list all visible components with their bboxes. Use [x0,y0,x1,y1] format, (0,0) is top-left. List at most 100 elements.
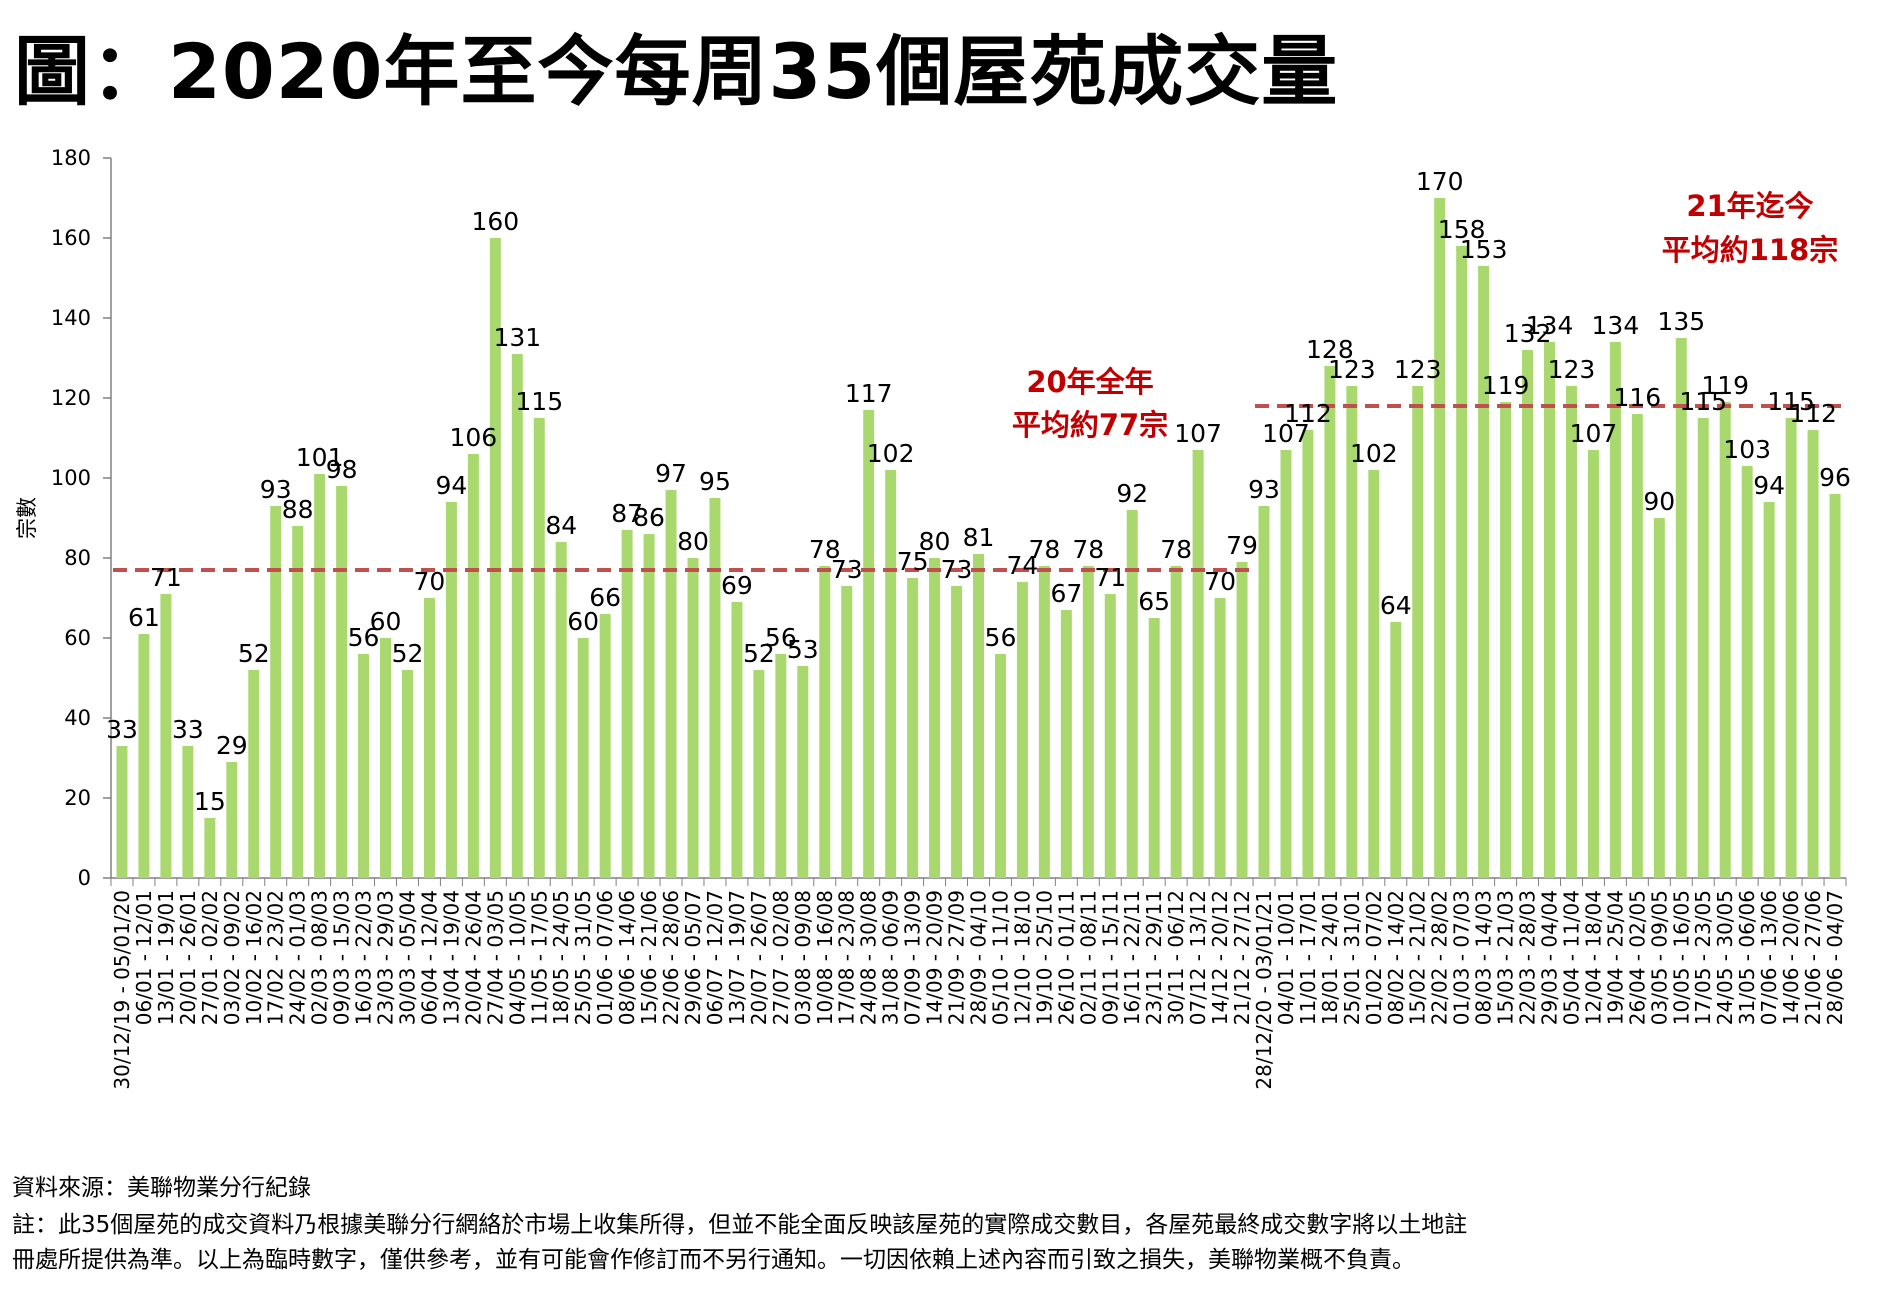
x-tick-label: 02/11 - 08/11 [1076,890,1100,1025]
data-label: 52 [238,639,270,668]
data-label: 101 [296,443,344,472]
x-tick-label: 19/04 - 25/04 [1603,890,1627,1025]
data-label: 66 [589,583,621,612]
data-label: 128 [1306,335,1354,364]
bar [863,410,875,878]
x-tick-label: 07/06 - 13/06 [1757,890,1781,1025]
y-tick-label: 20 [64,786,91,810]
disclaimer-line-2: 冊處所提供為準。以上為臨時數字，僅供參考，並有可能會作修訂而不另行通知。一切因依… [12,1247,1415,1273]
data-label: 78 [809,535,841,564]
bar [709,498,721,878]
data-label: 123 [1328,355,1376,384]
bar [1544,342,1556,878]
x-tick-label: 31/08 - 06/09 [879,890,903,1025]
bar [731,602,743,878]
x-tick-label: 27/01 - 02/02 [198,890,222,1025]
data-label: 119 [1482,371,1530,400]
bar [1785,418,1797,878]
bar [1170,566,1182,878]
data-label: 117 [845,379,893,408]
y-tick-label: 0 [78,866,91,890]
bar [973,554,984,878]
bar [555,542,567,878]
data-label: 56 [765,623,797,652]
x-tick-label: 05/10 - 11/10 [988,890,1012,1025]
x-tick-label: 04/01 - 10/01 [1274,890,1298,1025]
x-tick-label: 30/12/19 - 05/01/20 [110,890,134,1090]
bar [1434,198,1446,878]
x-tick-label: 25/01 - 31/01 [1340,890,1364,1025]
x-tick-label: 28/12/20 - 03/01/21 [1252,890,1276,1090]
x-tick-label: 29/03 - 04/04 [1538,890,1562,1025]
x-tick-label: 10/08 - 16/08 [813,890,837,1025]
data-label: 103 [1723,435,1771,464]
bar [1390,622,1402,878]
data-label: 15 [194,787,226,816]
x-tick-label: 24/02 - 01/03 [286,890,310,1025]
x-tick-label: 11/05 - 17/05 [527,890,551,1025]
bar [1236,562,1248,878]
average-label-line1: 20年全年 [1026,365,1153,399]
bar [1807,430,1819,878]
data-label: 60 [567,607,599,636]
bar [204,818,216,878]
bar [1346,386,1358,878]
bar [1741,466,1753,878]
x-tick-label: 28/06 - 04/07 [1823,890,1847,1025]
bar [160,594,172,878]
data-label: 94 [436,471,468,500]
data-label: 102 [867,439,915,468]
data-label: 29 [216,731,248,760]
bar [929,558,941,878]
bar [885,470,897,878]
y-tick-label: 40 [64,706,91,730]
x-tick-label: 14/12 - 20/12 [1208,890,1232,1025]
x-tick-label: 21/12 - 27/12 [1230,890,1254,1025]
x-tick-label: 01/06 - 07/06 [593,890,617,1025]
data-label: 102 [1350,439,1398,468]
bar [819,566,831,878]
bar-series [116,198,1841,878]
bar [1719,402,1731,878]
bar [1016,582,1028,878]
data-label: 112 [1284,399,1332,428]
x-tick-label: 24/05 - 30/05 [1713,890,1737,1025]
bar [423,598,435,878]
data-label: 78 [1028,535,1060,564]
bar [1565,386,1577,878]
data-label: 115 [1767,387,1815,416]
source-note: 資料來源：美聯物業分行紀錄 [12,1175,311,1201]
bar [599,614,611,878]
x-tick-label: 26/04 - 02/05 [1625,890,1649,1025]
x-tick-label: 23/03 - 29/03 [374,890,398,1025]
data-label: 78 [1072,535,1104,564]
data-label: 52 [392,639,424,668]
x-tick-label: 06/07 - 12/07 [703,890,727,1025]
data-label: 73 [831,555,863,584]
bar [1587,450,1599,878]
data-label: 158 [1438,215,1486,244]
bar [1038,566,1050,878]
y-tick-label: 180 [51,146,91,170]
data-label: 112 [1789,399,1837,428]
data-label: 70 [414,567,446,596]
x-tick-label: 22/03 - 28/03 [1516,890,1540,1025]
data-label: 33 [172,715,204,744]
data-label: 115 [1679,387,1727,416]
bar [1763,502,1775,878]
bar [1456,246,1468,878]
x-tick-label: 20/01 - 26/01 [176,890,200,1025]
x-tick-label: 08/06 - 14/06 [615,890,639,1025]
x-tick-label: 03/02 - 09/02 [220,890,244,1025]
bar [1653,518,1665,878]
data-label: 116 [1614,383,1662,412]
x-tick-label: 17/02 - 23/02 [264,890,288,1025]
data-label: 123 [1548,355,1596,384]
data-label: 84 [545,511,577,540]
data-label: 131 [493,323,541,352]
y-tick-label: 80 [64,546,91,570]
bar [1368,470,1380,878]
bar [489,238,501,878]
data-label: 73 [941,555,973,584]
